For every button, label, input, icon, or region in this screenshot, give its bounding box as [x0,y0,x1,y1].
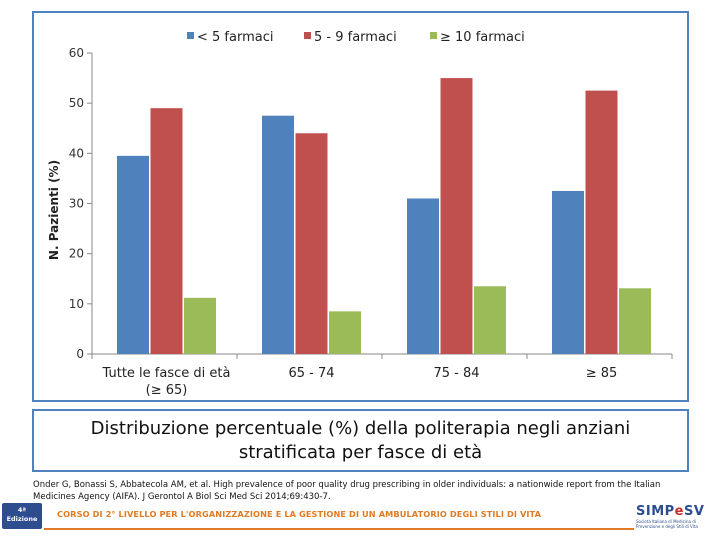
x-tick-label: ≥ 85 [586,366,618,381]
y-tick-label: 40 [69,146,84,160]
bar [619,288,651,354]
bar [552,190,584,354]
logo-text-simp: SIMP [636,504,675,519]
bar [117,155,149,354]
edition-number: 4ª [17,506,27,514]
legend-label: < 5 farmaci [197,30,273,45]
logo-mark: SIMPeSV [636,504,704,519]
bar [262,115,294,354]
logo-subtitle: Società Italiana di Medicina di Prevenzi… [636,519,698,529]
edition-badge: 4ª Edizione [2,503,42,529]
bar [585,90,618,354]
bar [184,297,216,354]
edition-label: Edizione [6,515,38,523]
bar [407,198,439,354]
bar [440,78,473,354]
y-tick-label: 30 [69,197,84,211]
footer-divider [44,528,634,530]
logo-text-sv: SV [684,504,705,519]
logo-text-e: e [674,504,684,519]
legend-swatch [187,32,194,39]
bar [150,108,183,354]
legend-label: ≥ 10 farmaci [440,30,525,45]
legend-swatch [304,32,311,39]
y-tick-label: 60 [69,46,84,60]
chart-frame [32,11,689,402]
y-tick-label: 20 [69,247,84,261]
bar [295,133,328,354]
x-tick-label: 75 - 84 [433,366,479,381]
bar-chart: 0 10 20 30 40 50 60 N. Pazienti (%) Tutte le fas… [47,30,673,398]
reference-citation: Onder G, Bonassi S, Abbatecola AM, et al… [33,480,661,502]
bar [474,286,506,354]
legend-label: 5 - 9 farmaci [314,30,397,45]
chart-caption: Distribuzione percentuale (%) della poli… [32,409,689,472]
y-tick-label: 10 [69,297,84,311]
x-tick-label: Tutte le fasce di età [102,366,231,381]
x-tick-label: 65 - 74 [288,366,334,381]
caption-line-2: stratificata per fasce di età [238,442,483,463]
simpesv-logo: SIMPeSV Società Italiana di Medicina di … [636,500,716,530]
x-tick-label: (≥ 65) [146,383,188,398]
legend-swatch [430,32,437,39]
y-tick-label: 50 [69,96,84,110]
y-tick-label: 0 [76,347,84,361]
bar [329,311,361,354]
caption-line-1: Distribuzione percentuale (%) della poli… [90,418,631,439]
y-axis-title: N. Pazienti (%) [47,160,61,260]
course-title: CORSO DI 2° LIVELLO PER L'ORGANIZZAZIONE… [57,509,542,519]
